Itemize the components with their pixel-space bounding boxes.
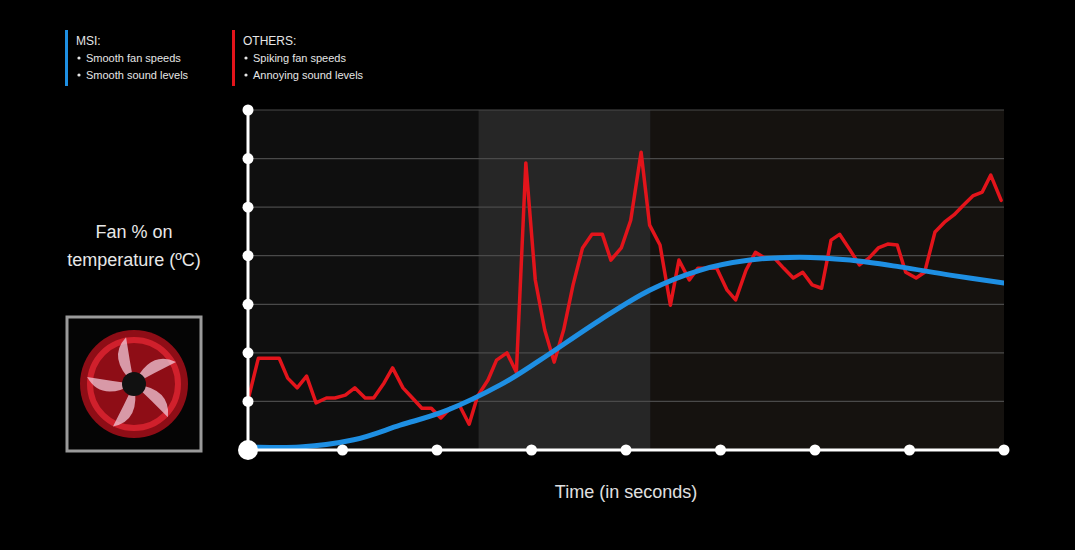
x-tick bbox=[432, 445, 443, 456]
x-tick bbox=[621, 445, 632, 456]
fan-disc bbox=[80, 330, 188, 438]
x-tick bbox=[810, 445, 821, 456]
legend-bullet bbox=[77, 56, 80, 59]
fan-hub bbox=[122, 372, 146, 396]
x-tick bbox=[904, 445, 915, 456]
grid-line bbox=[248, 352, 1004, 353]
legend-swatch bbox=[65, 30, 68, 86]
legend-bullet bbox=[244, 56, 247, 59]
legend-description: Spiking fan speeds bbox=[253, 52, 346, 64]
y-tick bbox=[243, 396, 254, 407]
legend-description: Annoying sound levels bbox=[253, 69, 364, 81]
y-axis-title-line: Fan % on bbox=[95, 222, 172, 242]
chart: Time (in seconds) Fan % on temperature (ºC… bbox=[0, 0, 1075, 550]
y-tick bbox=[243, 250, 254, 261]
y-tick bbox=[243, 347, 254, 358]
legend-description: Smooth fan speeds bbox=[86, 52, 181, 64]
legend-bullet bbox=[77, 73, 80, 76]
legend-description: Smooth sound levels bbox=[86, 69, 189, 81]
x-tick bbox=[337, 445, 348, 456]
shaded-band bbox=[651, 110, 1004, 450]
grid-line bbox=[248, 207, 1004, 208]
fan-frame bbox=[67, 317, 201, 451]
legend-swatch bbox=[232, 30, 235, 86]
series-line bbox=[248, 257, 1004, 447]
y-axis-title: Fan % on temperature (ºC) bbox=[67, 222, 201, 270]
grid-line bbox=[248, 158, 1004, 159]
x-tick bbox=[999, 445, 1010, 456]
data-lines bbox=[248, 152, 1004, 447]
x-tick bbox=[238, 440, 258, 460]
legend-label: OTHERS: bbox=[243, 34, 296, 48]
shaded-band bbox=[479, 110, 651, 450]
grid-line bbox=[248, 109, 1004, 110]
y-tick bbox=[243, 105, 254, 116]
grid-line bbox=[248, 255, 1004, 256]
y-axis-title-line: temperature (ºC) bbox=[67, 250, 201, 270]
y-tick bbox=[243, 299, 254, 310]
x-tick bbox=[526, 445, 537, 456]
x-tick bbox=[715, 445, 726, 456]
y-tick bbox=[243, 153, 254, 164]
grid-line bbox=[248, 401, 1004, 402]
plot-background bbox=[248, 110, 1004, 450]
y-tick bbox=[243, 202, 254, 213]
legend-bullet bbox=[244, 73, 247, 76]
background bbox=[0, 0, 1075, 550]
fan-icon bbox=[67, 317, 201, 451]
series-line bbox=[248, 152, 1001, 424]
legend-label: MSI: bbox=[76, 34, 101, 48]
x-axis-title: Time (in seconds) bbox=[555, 482, 697, 502]
